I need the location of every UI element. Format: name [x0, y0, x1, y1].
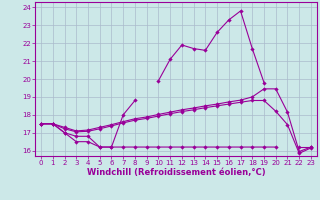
X-axis label: Windchill (Refroidissement éolien,°C): Windchill (Refroidissement éolien,°C) — [87, 168, 265, 177]
